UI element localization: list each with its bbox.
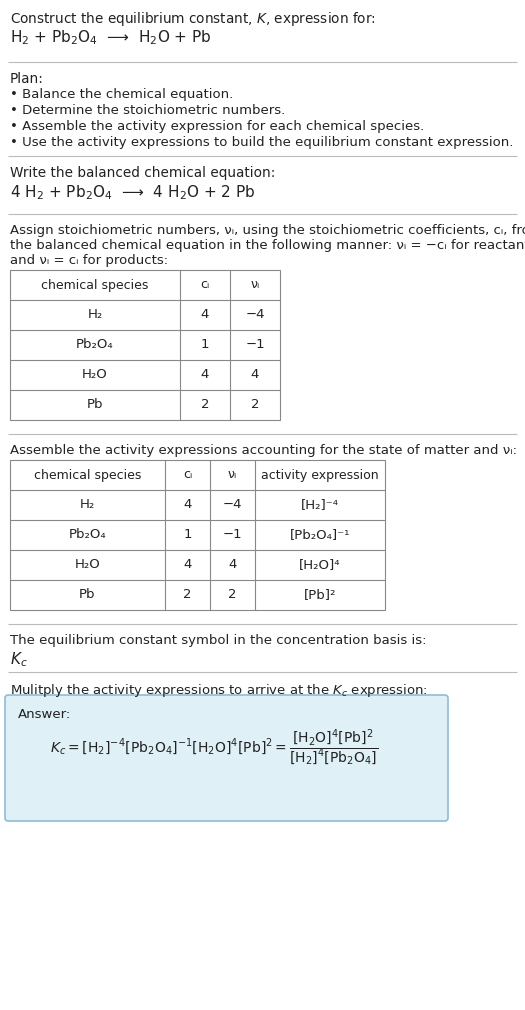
Text: H₂O: H₂O bbox=[82, 369, 108, 382]
Text: [H₂O]⁴: [H₂O]⁴ bbox=[299, 559, 341, 572]
Text: cᵢ: cᵢ bbox=[183, 469, 192, 482]
Text: 4: 4 bbox=[251, 369, 259, 382]
Text: Assign stoichiometric numbers, νᵢ, using the stoichiometric coefficients, cᵢ, fr: Assign stoichiometric numbers, νᵢ, using… bbox=[10, 224, 525, 237]
Text: [H₂]⁻⁴: [H₂]⁻⁴ bbox=[301, 499, 339, 511]
Bar bbox=[10, 270, 280, 420]
Text: 4: 4 bbox=[183, 499, 192, 511]
Text: activity expression: activity expression bbox=[261, 469, 379, 482]
Text: 4: 4 bbox=[228, 559, 237, 572]
Text: the balanced chemical equation in the following manner: νᵢ = −cᵢ for reactants: the balanced chemical equation in the fo… bbox=[10, 239, 525, 252]
Text: Pb₂O₄: Pb₂O₄ bbox=[76, 338, 114, 351]
Text: 1: 1 bbox=[183, 528, 192, 541]
Text: • Use the activity expressions to build the equilibrium constant expression.: • Use the activity expressions to build … bbox=[10, 136, 513, 149]
Text: H₂O: H₂O bbox=[75, 559, 100, 572]
Text: Assemble the activity expressions accounting for the state of matter and νᵢ:: Assemble the activity expressions accoun… bbox=[10, 444, 517, 457]
Text: • Balance the chemical equation.: • Balance the chemical equation. bbox=[10, 88, 233, 101]
Text: $\mathregular{4\ H_2}$ + $\mathregular{Pb_2O_4}$  ⟶  $\mathregular{4\ H_2O}$ + 2: $\mathregular{4\ H_2}$ + $\mathregular{P… bbox=[10, 183, 256, 202]
Text: The equilibrium constant symbol in the concentration basis is:: The equilibrium constant symbol in the c… bbox=[10, 634, 426, 647]
Text: chemical species: chemical species bbox=[41, 279, 149, 292]
Text: 2: 2 bbox=[183, 589, 192, 602]
Text: [Pb₂O₄]⁻¹: [Pb₂O₄]⁻¹ bbox=[290, 528, 350, 541]
Text: Plan:: Plan: bbox=[10, 72, 44, 86]
FancyBboxPatch shape bbox=[5, 695, 448, 821]
Text: Answer:: Answer: bbox=[18, 708, 71, 721]
Text: Pb: Pb bbox=[79, 589, 96, 602]
Text: −4: −4 bbox=[245, 308, 265, 321]
Text: $\mathregular{H_2}$ + $\mathregular{Pb_2O_4}$  ⟶  $\mathregular{H_2O}$ + Pb: $\mathregular{H_2}$ + $\mathregular{Pb_2… bbox=[10, 28, 212, 46]
Text: 4: 4 bbox=[183, 559, 192, 572]
Text: 2: 2 bbox=[251, 399, 259, 411]
Text: H₂: H₂ bbox=[87, 308, 102, 321]
Text: cᵢ: cᵢ bbox=[201, 279, 209, 292]
Text: −1: −1 bbox=[245, 338, 265, 351]
Text: 1: 1 bbox=[201, 338, 209, 351]
Text: and νᵢ = cᵢ for products:: and νᵢ = cᵢ for products: bbox=[10, 254, 168, 267]
Text: Write the balanced chemical equation:: Write the balanced chemical equation: bbox=[10, 166, 276, 180]
Text: νᵢ: νᵢ bbox=[228, 469, 237, 482]
Text: $K_c = [\mathrm{H_2}]^{-4}[\mathrm{Pb_2O_4}]^{-1}[\mathrm{H_2O}]^{4}[\mathrm{Pb}: $K_c = [\mathrm{H_2}]^{-4}[\mathrm{Pb_2O… bbox=[50, 728, 379, 769]
Text: 4: 4 bbox=[201, 369, 209, 382]
Text: Construct the equilibrium constant, $K$, expression for:: Construct the equilibrium constant, $K$,… bbox=[10, 10, 376, 28]
Text: 2: 2 bbox=[201, 399, 209, 411]
Text: Mulitply the activity expressions to arrive at the $K_c$ expression:: Mulitply the activity expressions to arr… bbox=[10, 682, 428, 699]
Text: 4: 4 bbox=[201, 308, 209, 321]
Text: chemical species: chemical species bbox=[34, 469, 141, 482]
Text: H₂: H₂ bbox=[80, 499, 95, 511]
Text: 2: 2 bbox=[228, 589, 237, 602]
Text: • Assemble the activity expression for each chemical species.: • Assemble the activity expression for e… bbox=[10, 120, 424, 133]
Text: −1: −1 bbox=[223, 528, 243, 541]
Text: • Determine the stoichiometric numbers.: • Determine the stoichiometric numbers. bbox=[10, 104, 285, 117]
Text: [Pb]²: [Pb]² bbox=[304, 589, 336, 602]
Text: νᵢ: νᵢ bbox=[250, 279, 260, 292]
Text: $K_c$: $K_c$ bbox=[10, 650, 28, 669]
Text: −4: −4 bbox=[223, 499, 242, 511]
Text: Pb₂O₄: Pb₂O₄ bbox=[69, 528, 106, 541]
Bar bbox=[10, 460, 385, 610]
Text: Pb: Pb bbox=[87, 399, 103, 411]
